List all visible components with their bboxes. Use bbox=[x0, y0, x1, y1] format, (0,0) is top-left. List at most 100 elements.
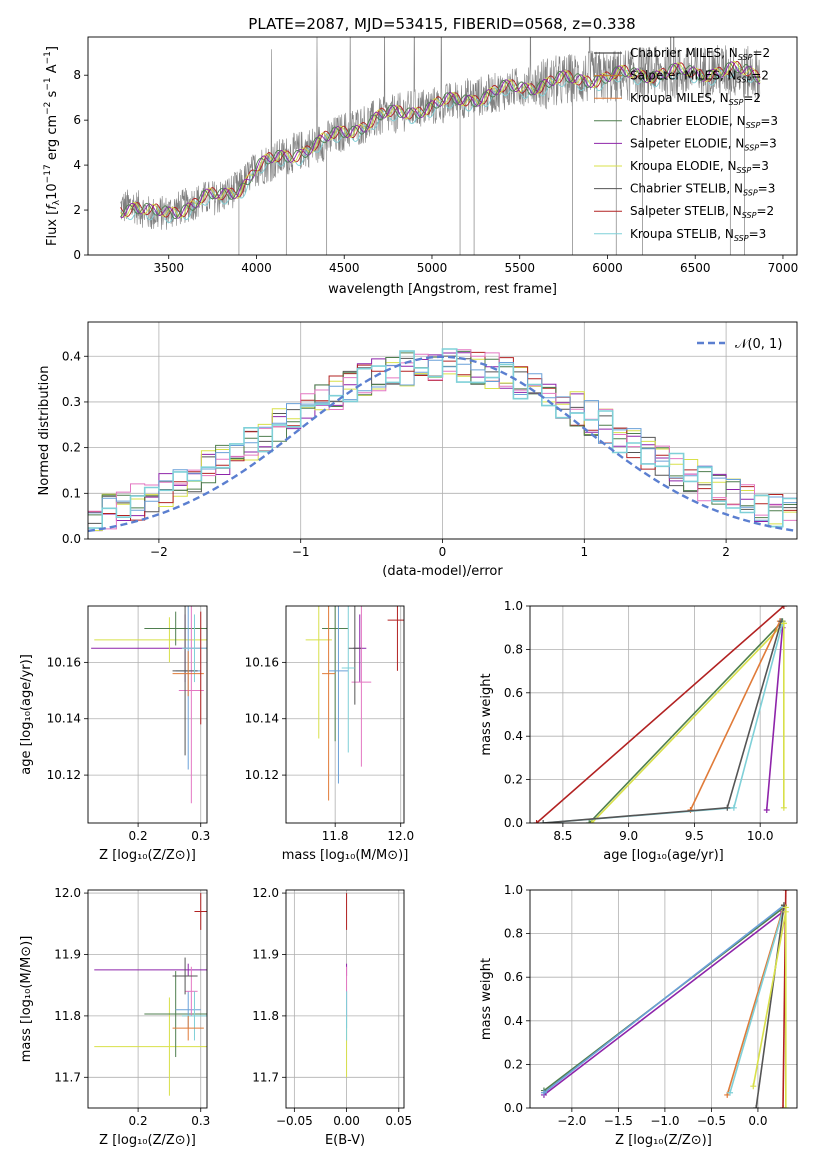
y-axis-label: mass weight bbox=[479, 958, 494, 1040]
x-axis-label: Z [log₁₀(Z/Z⊙)] bbox=[615, 1133, 712, 1148]
x-tick-label: 6500 bbox=[680, 261, 711, 275]
y-tick-label: 11.7 bbox=[252, 1070, 279, 1084]
weight-series bbox=[729, 907, 785, 1093]
y-tick-label: 0.8 bbox=[504, 642, 523, 656]
y-tick-label: 0.6 bbox=[504, 686, 523, 700]
legend-label: 𝒩(0, 1) bbox=[735, 337, 782, 352]
weight-series bbox=[726, 905, 785, 1096]
weight-marker bbox=[780, 804, 787, 811]
axes-frame bbox=[529, 605, 798, 824]
y-tick-label: 10.16 bbox=[245, 655, 279, 669]
weight-lines bbox=[533, 606, 787, 823]
x-tick-label: −0.5 bbox=[697, 1114, 726, 1128]
x-tick-label: 0 bbox=[439, 545, 447, 559]
observed-spectrum bbox=[120, 37, 761, 230]
weight-marker bbox=[780, 606, 787, 609]
mass-vs-Z-panel: 0.2 0.3 11.7 11.8 11.9 12.0 Z [log₁₀(Z/Z⊙)] mas… bbox=[19, 886, 210, 1148]
axes-frame bbox=[285, 889, 405, 1109]
weight-series bbox=[588, 620, 784, 823]
x-axis-label: age [log₁₀(age/yr)] bbox=[603, 848, 724, 863]
y-tick-label: 0.3 bbox=[62, 395, 81, 409]
x-tick-label: 0.2 bbox=[129, 829, 148, 843]
x-tick-label: 0.0 bbox=[748, 1114, 767, 1128]
error-bars bbox=[94, 893, 207, 1096]
weight-marker bbox=[750, 1083, 757, 1090]
legend-label: Kroupa STELIB, NSSP=3 bbox=[630, 227, 766, 243]
y-tick-label: 0.2 bbox=[62, 441, 81, 455]
weight-marker bbox=[724, 804, 731, 811]
x-tick-label: 6000 bbox=[592, 261, 623, 275]
y-tick-label: 0 bbox=[73, 248, 81, 262]
y-tick-label: 10.16 bbox=[47, 655, 81, 669]
x-tick-label: 4500 bbox=[329, 261, 360, 275]
axes-frame bbox=[529, 889, 798, 1109]
y-tick-label: 12.0 bbox=[54, 886, 81, 900]
y-tick-label: 0.0 bbox=[504, 816, 523, 830]
x-tick-label: 9.5 bbox=[685, 829, 704, 843]
x-tick-label: −1 bbox=[292, 545, 310, 559]
weight-lines bbox=[540, 890, 789, 1108]
mass-weight-vs-Z-panel: −2.0 −1.5 −1.0 −0.5 0.0 0.0 0.2 0.4 0.6 0.8 1.0 Z [… bbox=[479, 883, 798, 1148]
x-tick-label: 0.3 bbox=[191, 1114, 210, 1128]
error-bars bbox=[305, 606, 404, 801]
y-tick-label: 10.14 bbox=[47, 712, 81, 726]
legend-label: Kroupa MILES, NSSP=2 bbox=[630, 91, 761, 107]
y-tick-label: 0.4 bbox=[504, 729, 523, 743]
x-axis-label: mass [log₁₀(M/M⊙)] bbox=[282, 848, 409, 863]
y-tick-label: 0.6 bbox=[504, 970, 523, 984]
figure-title: PLATE=2087, MJD=53415, FIBERID=0568, z=0… bbox=[248, 15, 635, 33]
y-tick-label: 0.0 bbox=[504, 1101, 523, 1115]
x-tick-label: 5000 bbox=[417, 261, 448, 275]
x-tick-label: 10.0 bbox=[747, 829, 774, 843]
y-tick-label: 11.9 bbox=[252, 947, 279, 961]
y-tick-label: 10.12 bbox=[245, 768, 279, 782]
axes-frame bbox=[285, 605, 405, 824]
y-axis-label: Flux [fλ10−17 erg cm−2 s−1 A−1] bbox=[43, 46, 62, 246]
weight-series bbox=[591, 622, 785, 823]
y-axis-label: mass [log₁₀(M/M⊙)] bbox=[19, 936, 34, 1063]
spectrum-legend: Chabrier MILES, NSSP=2 Salpeter MILES, NS… bbox=[594, 46, 778, 243]
x-tick-label: 9.0 bbox=[619, 829, 638, 843]
x-tick-label: 0.3 bbox=[191, 829, 210, 843]
model-spectrum bbox=[120, 61, 761, 218]
y-tick-label: 4 bbox=[73, 158, 81, 172]
x-tick-label: 0.00 bbox=[333, 1114, 360, 1128]
weight-marker bbox=[727, 1089, 734, 1096]
y-tick-label: 0.2 bbox=[504, 773, 523, 787]
x-axis-label: Z [log₁₀(Z/Z⊙)] bbox=[99, 1133, 196, 1148]
residuals-panel: −2 −1 0 1 2 0.0 0.1 0.2 0.3 0.4 (data-model)/error… bbox=[37, 321, 798, 579]
weight-series bbox=[543, 904, 785, 1094]
x-axis-label: wavelength [Angstrom, rest frame] bbox=[328, 282, 557, 297]
weight-marker bbox=[782, 908, 789, 915]
legend-label: Salpeter STELIB, NSSP=2 bbox=[630, 204, 774, 220]
x-tick-label: 11.8 bbox=[322, 829, 349, 843]
y-tick-label: 10.12 bbox=[47, 768, 81, 782]
y-tick-label: 0.8 bbox=[504, 927, 523, 941]
error-bars bbox=[91, 606, 207, 804]
spectrum-lines bbox=[120, 37, 761, 255]
weight-marker bbox=[540, 1089, 547, 1096]
legend-label: Chabrier ELODIE, NSSP=3 bbox=[630, 114, 778, 130]
y-axis-label: age [log₁₀(age/yr)] bbox=[19, 654, 34, 775]
axes-frame bbox=[87, 321, 798, 540]
x-tick-label: −1.0 bbox=[650, 1114, 679, 1128]
x-tick-label: 8.5 bbox=[553, 829, 572, 843]
y-tick-label: 6 bbox=[73, 113, 81, 127]
x-tick-label: 12.0 bbox=[387, 829, 414, 843]
weight-marker bbox=[540, 820, 547, 823]
y-tick-label: 0.1 bbox=[62, 486, 81, 500]
x-tick-label: 5500 bbox=[504, 261, 535, 275]
y-tick-label: 1.0 bbox=[504, 883, 523, 897]
x-tick-label: 1 bbox=[580, 545, 588, 559]
age-vs-mass-panel: 11.8 12.0 10.12 10.14 10.16 mass [log₁₀(M/M⊙)… bbox=[245, 605, 414, 863]
y-tick-label: 0.4 bbox=[62, 349, 81, 363]
x-axis-label: (data-model)/error bbox=[382, 564, 503, 579]
y-tick-label: 1.0 bbox=[504, 599, 523, 613]
weight-series bbox=[755, 905, 785, 1108]
weight-marker bbox=[782, 1105, 789, 1108]
y-tick-label: 12.0 bbox=[252, 886, 279, 900]
model-spectrum bbox=[120, 62, 761, 219]
legend-label: Chabrier STELIB, NSSP=3 bbox=[630, 182, 775, 198]
x-tick-label: 0.05 bbox=[385, 1114, 412, 1128]
